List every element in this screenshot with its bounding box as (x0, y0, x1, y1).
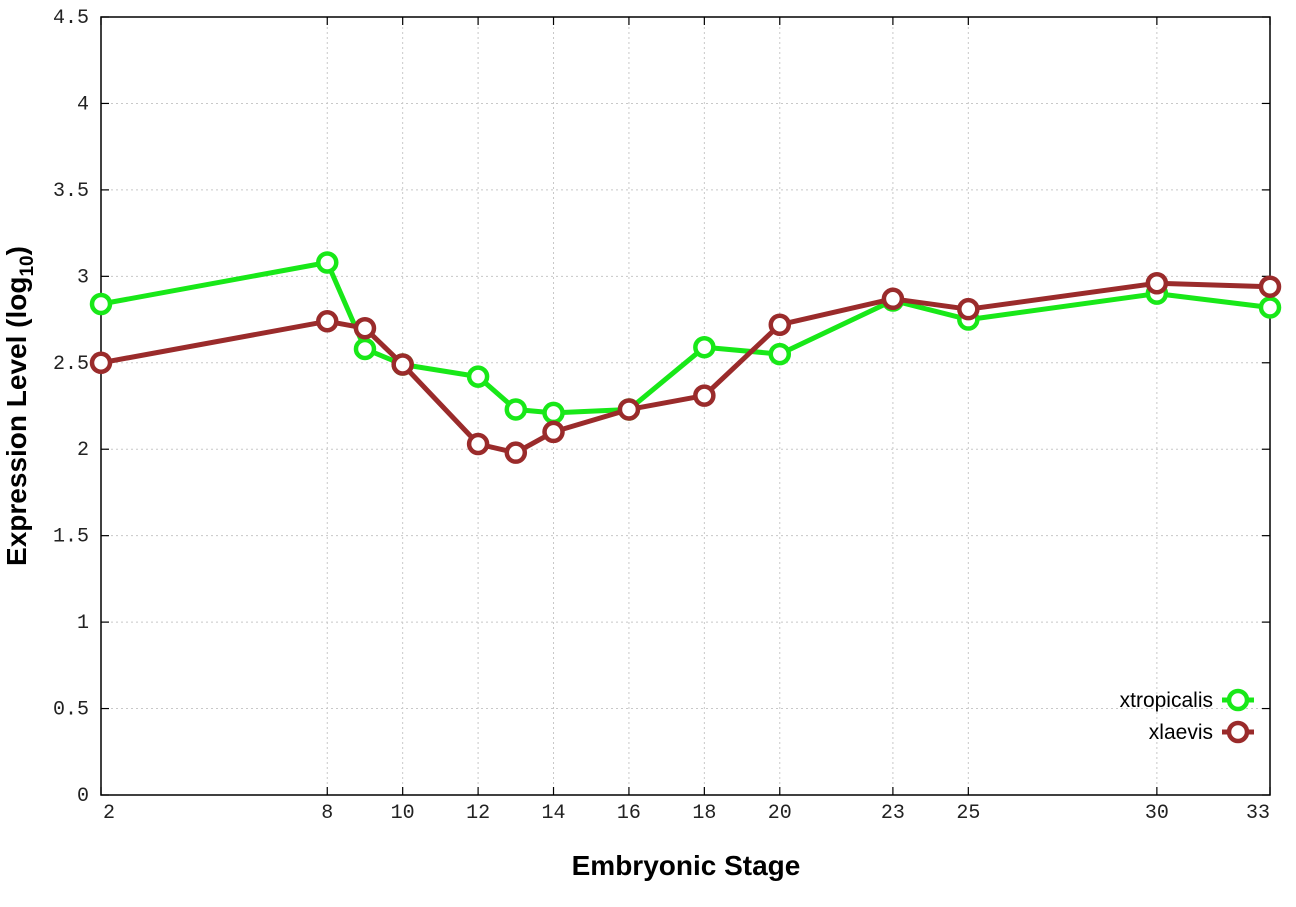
data-point (542, 401, 565, 425)
plot-frame (100, 16, 1271, 796)
legend-label: xlaevis (1149, 721, 1213, 744)
x-tick-label: 30 (1145, 802, 1169, 825)
data-point (466, 432, 490, 456)
data-point (1145, 271, 1169, 295)
data-point (693, 335, 716, 359)
x-tick-label: 8 (321, 802, 333, 825)
y-axis-title-close: ) (1, 246, 32, 255)
data-point (89, 292, 113, 316)
x-tick-label: 16 (617, 802, 641, 825)
data-point (881, 287, 905, 311)
y-tick-label: 0 (77, 785, 89, 808)
data-point (617, 398, 641, 421)
x-tick-label: 14 (542, 802, 566, 825)
x-tick-label: 23 (881, 802, 905, 825)
data-point (957, 297, 980, 321)
y-tick-label: 1 (77, 612, 89, 635)
x-tick-label: 33 (1246, 802, 1270, 825)
data-point (466, 365, 490, 388)
series-line (100, 280, 1271, 456)
x-tick-label: 18 (692, 802, 716, 825)
series-layer (89, 251, 1282, 464)
data-point (353, 316, 377, 340)
grid (101, 17, 1270, 795)
data-point (316, 251, 339, 274)
data-point (1258, 275, 1282, 298)
legend-item-xlaevis: xlaevis (1149, 720, 1254, 744)
data-point (353, 337, 377, 361)
y-tick-label: 4 (77, 93, 89, 116)
legend: xtropicalis xlaevis (1120, 688, 1254, 744)
y-tick-label: 0.5 (53, 699, 89, 722)
y-tick-label: 1.5 (53, 526, 89, 549)
data-point (768, 313, 792, 336)
data-point (1258, 296, 1282, 319)
x-tick-label: 20 (768, 802, 792, 825)
data-point (391, 353, 414, 376)
ticks: 0 0.5 1 1.5 2 2.5 3 3.5 4 4.5 2 8 10 12 14 16 18 20 23 25 30… (53, 7, 1271, 825)
x-tick-label: 2 (103, 802, 115, 825)
y-axis-title: Expression Level (log10) (1, 246, 38, 566)
x-axis-title: Embryonic Stage (572, 850, 801, 881)
y-tick-label: 4.5 (53, 7, 89, 30)
series-line (100, 260, 1271, 416)
legend-swatch-marker (1226, 720, 1250, 744)
x-tick-label: 12 (466, 802, 490, 825)
data-point (89, 351, 113, 375)
y-tick-label: 2 (77, 439, 89, 462)
y-axis-title-subscript: 10 (17, 255, 38, 276)
legend-item-xtropicalis: xtropicalis (1120, 688, 1254, 712)
data-point (504, 398, 528, 421)
y-tick-label: 2.5 (53, 353, 89, 376)
data-point (504, 441, 528, 464)
x-tick-label: 10 (391, 802, 415, 825)
series-xlaevis (89, 271, 1282, 464)
legend-swatch-marker (1226, 688, 1250, 712)
x-tick-label: 25 (956, 802, 980, 825)
data-point (768, 342, 792, 366)
y-tick-label: 3.5 (53, 180, 89, 203)
y-axis-title-main: Expression Level (log (1, 277, 32, 566)
data-point (542, 420, 565, 444)
y-tick-label: 3 (77, 266, 89, 289)
data-point (316, 310, 339, 333)
legend-label: xtropicalis (1120, 689, 1213, 712)
data-point (693, 384, 716, 407)
